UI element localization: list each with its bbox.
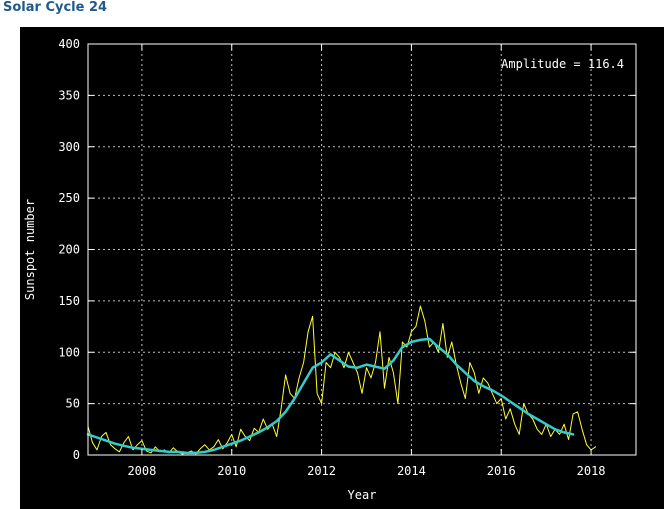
chart-panel: 0 50 100 150 200 250 300 350 400 2008 2010 2012 2014… [20,27,664,509]
y-tick-label: 200 [58,243,80,257]
x-tick-label: 2008 [127,464,156,478]
page-title: Solar Cycle 24 [3,0,108,15]
axis-ticks: 0 50 100 150 200 250 300 350 400 2008 2010 2012 2014… [58,37,636,478]
y-tick-label: 50 [66,397,80,411]
y-tick-label: 300 [58,140,80,154]
y-tick-label: 150 [58,294,80,308]
y-axis-label: Sunspot number [23,199,37,300]
monthly-series-line [87,305,597,455]
x-tick-label: 2016 [487,464,516,478]
x-tick-label: 2018 [577,464,606,478]
sunspot-chart: 0 50 100 150 200 250 300 350 400 2008 2010 2012 2014… [23,37,637,502]
amplitude-annotation: Amplitude = 116.4 [501,57,624,71]
x-tick-label: 2014 [397,464,426,478]
y-tick-label: 350 [58,88,80,102]
y-tick-label: 0 [73,448,80,462]
smoothed-series-line [86,337,575,455]
grid-lines [88,44,636,455]
data-series [86,305,597,455]
x-tick-label: 2012 [307,464,336,478]
x-tick-label: 2010 [217,464,246,478]
y-tick-label: 250 [58,191,80,205]
y-tick-label: 100 [58,345,80,359]
x-axis-label: Year [348,488,377,502]
y-tick-label: 400 [58,37,80,51]
